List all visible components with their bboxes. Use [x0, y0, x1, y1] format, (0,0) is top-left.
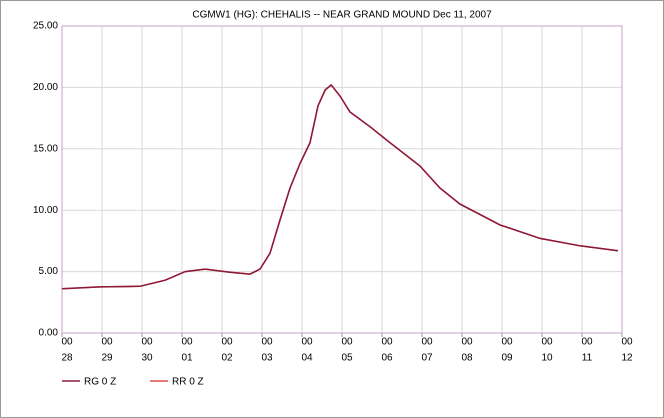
y-tick-label: 20.00 — [33, 82, 58, 93]
x-tick-label: 11 — [582, 353, 593, 364]
x-tick-label: 30 — [141, 353, 153, 364]
x-tick-hour: 00 — [501, 337, 513, 348]
x-tick-hour: 00 — [621, 337, 633, 348]
x-tick-label: 05 — [341, 353, 353, 364]
x-tick-label: 12 — [621, 353, 633, 364]
x-tick-label: 09 — [501, 353, 513, 364]
x-tick-label: 06 — [381, 353, 393, 364]
y-tick-label: 15.00 — [33, 143, 58, 154]
plot-border — [61, 25, 623, 334]
x-tick-hour: 00 — [221, 337, 233, 348]
x-tick-hour: 00 — [341, 337, 353, 348]
x-tick-hour: 00 — [421, 337, 433, 348]
x-tick-label: 08 — [461, 353, 473, 364]
x-tick-label: 10 — [541, 353, 553, 364]
x-tick-hour: 00 — [301, 337, 313, 348]
x-tick-hour: 00 — [101, 337, 113, 348]
x-tick-hour: 00 — [181, 337, 193, 348]
x-tick-hour: 00 — [581, 337, 593, 348]
series-line — [61, 83, 619, 290]
x-tick-label: 03 — [261, 353, 273, 364]
x-tick-hour: 00 — [541, 337, 553, 348]
y-tick-label: 10.00 — [33, 205, 58, 216]
legend-label: RG 0 Z — [84, 377, 116, 388]
x-tick-label: 02 — [221, 353, 233, 364]
x-tick-label: 01 — [181, 353, 193, 364]
x-tick-label: 04 — [301, 353, 313, 364]
y-tick-label: 0.00 — [39, 328, 59, 339]
y-tick-label: 25.00 — [33, 21, 58, 32]
x-tick-hour: 00 — [141, 337, 153, 348]
y-tick-label: 5.00 — [39, 266, 59, 277]
x-tick-label: 29 — [101, 353, 113, 364]
chart-title: CGMW1 (HG): CHEHALIS -- NEAR GRAND MOUND… — [192, 10, 492, 21]
x-tick-hour: 00 — [261, 337, 273, 348]
x-tick-label: 07 — [421, 353, 433, 364]
x-tick-label: 28 — [61, 353, 73, 364]
x-tick-hour: 00 — [461, 337, 473, 348]
x-tick-hour: 00 — [61, 337, 73, 348]
legend-label: RR 0 Z — [172, 377, 204, 388]
x-tick-hour: 00 — [381, 337, 393, 348]
